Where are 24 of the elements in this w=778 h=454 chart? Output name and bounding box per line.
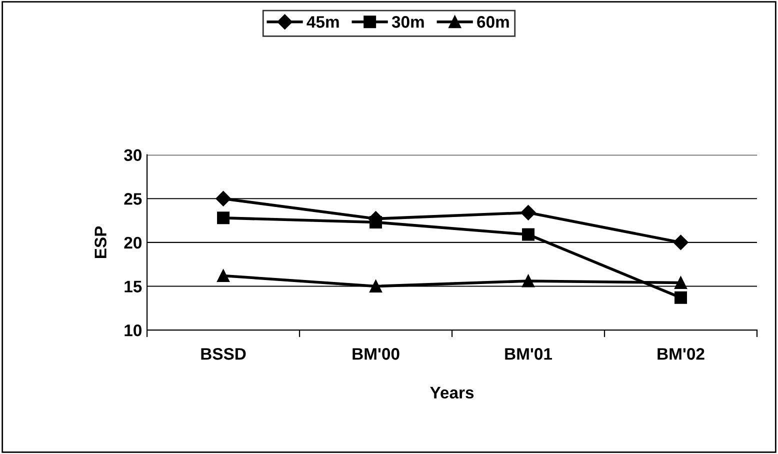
x-axis-title: Years (430, 386, 474, 399)
legend-label: 45m (306, 16, 339, 28)
x-tick-label: BM'00 (352, 348, 400, 360)
y-tick-label: 30 (124, 149, 142, 162)
point (674, 276, 687, 289)
y-tick-label: 15 (124, 280, 142, 292)
point (370, 280, 382, 292)
point (217, 269, 230, 282)
point (522, 228, 535, 241)
legend-label: 30m (392, 16, 424, 28)
y-axis-title: ESP (94, 226, 106, 258)
point (674, 291, 687, 304)
y-tick-label: 10 (124, 324, 142, 336)
x-tick-label: BSSD (201, 348, 246, 360)
legend-label: 60m (477, 16, 509, 28)
point (217, 212, 230, 224)
x-tick-label: BM'01 (505, 348, 552, 360)
point (673, 234, 688, 250)
point (216, 191, 231, 206)
y-tick-label: 25 (124, 193, 142, 205)
point (522, 274, 535, 288)
x-tick-label: BM'02 (658, 348, 704, 360)
point (520, 205, 536, 220)
y-tick-label: 20 (124, 236, 142, 249)
